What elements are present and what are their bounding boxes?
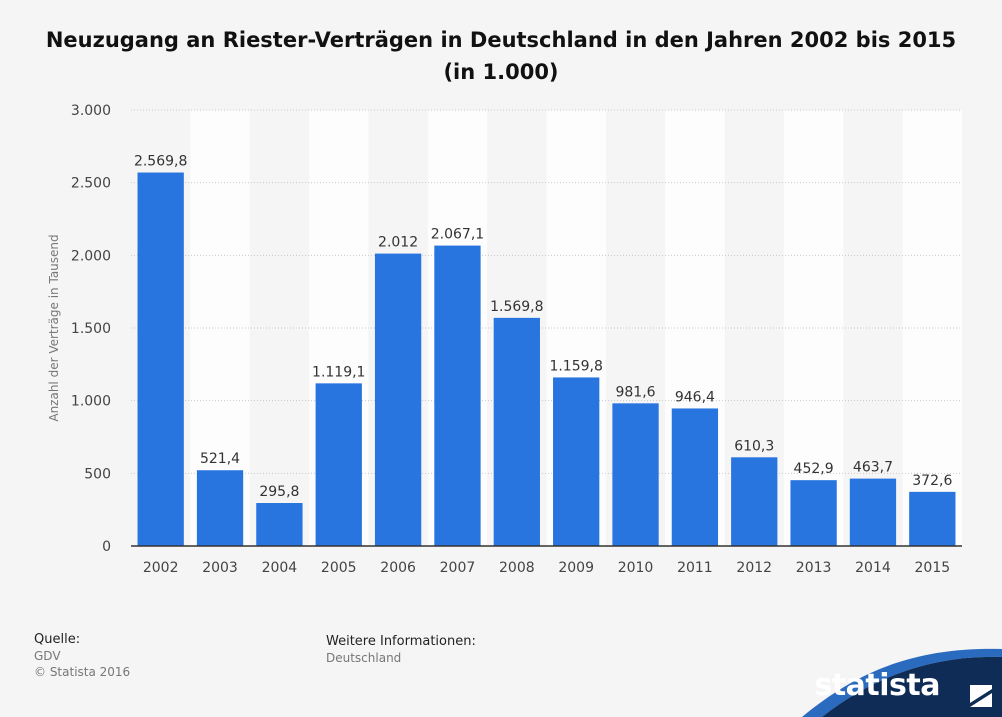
bar-2015[interactable] bbox=[909, 491, 956, 546]
y-tick-label: 1.000 bbox=[71, 394, 111, 410]
info-value[interactable]: Deutschland bbox=[326, 651, 402, 665]
y-tick-label: 1.500 bbox=[71, 321, 111, 337]
y-tick-label: 2.000 bbox=[71, 248, 111, 264]
data-label-2015: 372,6 bbox=[912, 473, 952, 489]
brand-accent-wave bbox=[802, 648, 1002, 717]
bar-2004[interactable] bbox=[256, 503, 303, 546]
data-label-2002: 2.569,8 bbox=[134, 154, 187, 170]
statista-logo-icon bbox=[970, 685, 992, 707]
y-tick-label: 2.500 bbox=[71, 176, 111, 192]
y-axis-ticks: 0 500 1.000 1.500 2.000 2.500 3.000 bbox=[71, 103, 111, 555]
source-label: Quelle: bbox=[34, 632, 81, 647]
x-tick-label-2002: 2002 bbox=[143, 560, 179, 576]
info-block: Weitere Informationen: Deutschland bbox=[326, 634, 476, 666]
x-tick-label-2006: 2006 bbox=[380, 560, 416, 576]
x-tick-label-2003: 2003 bbox=[202, 560, 238, 576]
x-tick-label-2012: 2012 bbox=[736, 560, 772, 576]
x-tick-label-2007: 2007 bbox=[440, 560, 476, 576]
data-label-2013: 452,9 bbox=[794, 461, 834, 477]
data-label-2003: 521,4 bbox=[200, 451, 240, 467]
data-labels: 2.569,8 521,4 295,8 1.119,1 2.012 2.067,1 1.56… bbox=[134, 154, 952, 500]
data-label-2012: 610,3 bbox=[734, 438, 774, 454]
data-label-2011: 946,4 bbox=[675, 389, 715, 405]
bar-2009[interactable] bbox=[553, 377, 600, 546]
x-tick-label-2015: 2015 bbox=[915, 560, 951, 576]
y-tick-label: 3.000 bbox=[71, 103, 111, 119]
brand-name[interactable]: statista bbox=[814, 668, 940, 703]
bar-2007[interactable] bbox=[434, 245, 481, 546]
x-tick-label-2009: 2009 bbox=[558, 560, 594, 576]
source-value: GDV bbox=[34, 649, 61, 663]
x-tick-label-2010: 2010 bbox=[618, 560, 654, 576]
bar-chart: 0 500 1.000 1.500 2.000 2.500 3.000 2.569,8 521… bbox=[47, 103, 962, 576]
y-tick-label: 0 bbox=[102, 539, 111, 555]
chart-title: Neuzugang an Riester-Verträgen in Deutsc… bbox=[45, 28, 957, 84]
source-block: Quelle: GDV © Statista 2016 bbox=[34, 632, 130, 680]
data-label-2010: 981,6 bbox=[615, 384, 655, 400]
bar-2010[interactable] bbox=[612, 403, 659, 546]
data-label-2009: 1.159,8 bbox=[549, 358, 602, 374]
x-tick-label-2013: 2013 bbox=[796, 560, 832, 576]
x-axis-ticks: 2002 2003 2004 2005 2006 2007 2008 2009 2010 2011… bbox=[143, 560, 950, 576]
copyright: © Statista 2016 bbox=[34, 665, 131, 679]
data-label-2008: 1.569,8 bbox=[490, 299, 543, 315]
bar-2011[interactable] bbox=[671, 408, 719, 546]
gridlines bbox=[131, 109, 962, 474]
x-tick-label-2011: 2011 bbox=[677, 560, 713, 576]
brand-background bbox=[822, 656, 1002, 717]
bar-2006[interactable] bbox=[374, 253, 422, 546]
data-label-2005: 1.119,1 bbox=[312, 364, 365, 380]
data-label-2014: 463,7 bbox=[853, 460, 893, 476]
y-axis-label: Anzahl der Verträge in Tausend bbox=[47, 234, 61, 421]
bar-2003[interactable] bbox=[196, 470, 244, 546]
info-label: Weitere Informationen: bbox=[326, 634, 476, 649]
x-tick-label-2014: 2014 bbox=[855, 560, 891, 576]
x-tick-label-2004: 2004 bbox=[262, 560, 298, 576]
bar-2012[interactable] bbox=[731, 457, 778, 546]
data-label-2004: 295,8 bbox=[259, 484, 299, 500]
bar-2005[interactable] bbox=[315, 383, 362, 546]
bar-2002[interactable] bbox=[137, 172, 184, 546]
bars bbox=[137, 172, 956, 546]
bar-2013[interactable] bbox=[790, 480, 837, 546]
statista-brand-banner[interactable] bbox=[802, 647, 1002, 717]
data-label-2007: 2.067,1 bbox=[431, 227, 484, 243]
x-tick-label-2005: 2005 bbox=[321, 560, 357, 576]
bar-2008[interactable] bbox=[493, 317, 540, 546]
data-label-2006: 2.012 bbox=[378, 235, 418, 251]
x-tick-label-2008: 2008 bbox=[499, 560, 535, 576]
bar-2014[interactable] bbox=[849, 478, 897, 546]
y-tick-label: 500 bbox=[84, 466, 111, 482]
